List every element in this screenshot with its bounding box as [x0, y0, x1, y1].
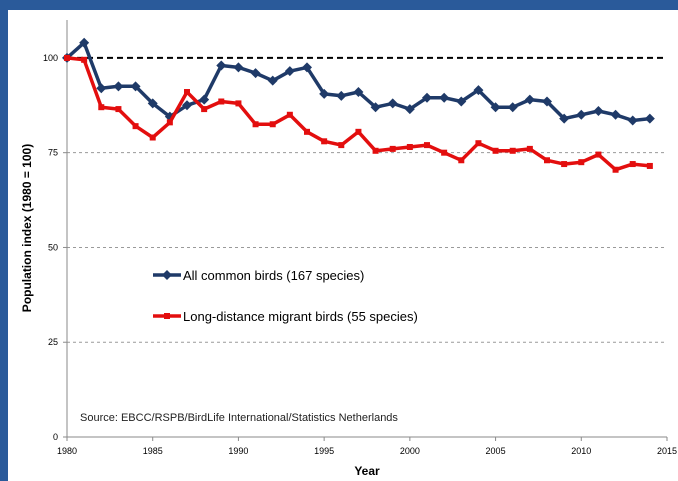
data-point [387, 98, 398, 109]
data-point [593, 105, 604, 116]
data-point [115, 106, 122, 113]
data-point [389, 145, 396, 152]
data-point [355, 128, 362, 135]
data-point [149, 134, 156, 141]
data-point [524, 94, 535, 105]
data-point [526, 145, 533, 152]
y-tick-label: 100 [43, 53, 58, 63]
x-tick-label: 1980 [57, 446, 77, 456]
data-point [422, 92, 432, 103]
data-point [166, 119, 173, 126]
data-point [353, 87, 364, 98]
data-point [98, 104, 105, 111]
legend: All common birds (167 species) Long-dista… [153, 268, 418, 324]
source-annotation: Source: EBCC/RSPB/BirdLife International… [80, 412, 398, 424]
data-point [507, 102, 518, 113]
data-point [267, 75, 278, 86]
axes: 0 25 50 75 100 1980 1985 1990 1995 2000 2005 2010 20… [43, 20, 677, 456]
legend-marker [164, 313, 170, 319]
data-point [439, 92, 450, 103]
data-point [544, 157, 550, 164]
data-point [370, 102, 381, 113]
data-point [336, 90, 347, 101]
data-point [81, 56, 88, 63]
series-layer [62, 37, 655, 173]
x-tick-label: 1990 [228, 446, 248, 456]
gridlines [67, 56, 667, 343]
data-point [595, 151, 602, 158]
y-axis-title: Population index (1980 = 100) [20, 144, 34, 312]
x-tick-label: 1995 [314, 446, 334, 456]
y-tick-label: 0 [53, 432, 58, 442]
data-point [441, 149, 448, 156]
data-point [559, 113, 570, 124]
x-tick-label: 2010 [571, 446, 591, 456]
data-point [490, 102, 501, 113]
data-point [96, 83, 107, 94]
data-point [492, 147, 499, 154]
data-point [372, 147, 379, 154]
data-point [458, 157, 465, 164]
data-point [473, 85, 484, 96]
legend-label: All common birds (167 species) [183, 268, 364, 283]
data-point [199, 94, 210, 105]
x-tick-label: 1985 [143, 446, 163, 456]
data-point [424, 142, 430, 149]
data-point [321, 138, 328, 145]
data-point [286, 111, 293, 118]
data-point [404, 104, 415, 115]
data-point [235, 100, 242, 107]
data-point [132, 123, 139, 130]
data-point [182, 100, 192, 111]
data-point [338, 142, 345, 149]
x-axis-title: Year [354, 464, 380, 478]
data-point [184, 89, 190, 96]
y-tick-label: 75 [48, 148, 58, 158]
data-point [216, 60, 227, 71]
data-point [612, 166, 619, 173]
data-point [456, 96, 467, 107]
data-point [252, 121, 259, 128]
data-point [302, 62, 312, 73]
data-point [233, 62, 244, 73]
y-tick-label: 50 [48, 242, 58, 252]
data-point [509, 147, 516, 154]
data-point [269, 121, 276, 128]
legend-marker [162, 270, 172, 280]
data-point [201, 106, 208, 113]
data-point [250, 68, 261, 79]
data-point [627, 115, 638, 126]
legend-label: Long-distance migrant birds (55 species) [183, 309, 418, 324]
data-point [218, 98, 225, 105]
data-point [542, 96, 552, 107]
data-point [64, 54, 70, 61]
data-point [610, 109, 621, 120]
data-point [576, 109, 587, 120]
data-point [644, 113, 655, 124]
data-point [561, 161, 568, 168]
data-point [284, 66, 295, 77]
data-point [147, 98, 158, 109]
data-point [319, 88, 330, 99]
data-point [475, 140, 482, 147]
series-line-2 [66, 56, 651, 172]
data-point [79, 37, 90, 48]
x-tick-label: 2015 [657, 446, 677, 456]
data-point [113, 81, 124, 92]
series-line-1 [65, 40, 651, 123]
data-point [578, 159, 585, 166]
data-point [629, 161, 636, 168]
x-tick-label: 2005 [486, 446, 506, 456]
x-tick-label: 2000 [400, 446, 420, 456]
data-point [304, 128, 310, 135]
data-point [646, 162, 653, 169]
data-point [130, 81, 141, 92]
y-tick-label: 25 [48, 337, 58, 347]
data-point [406, 143, 413, 150]
